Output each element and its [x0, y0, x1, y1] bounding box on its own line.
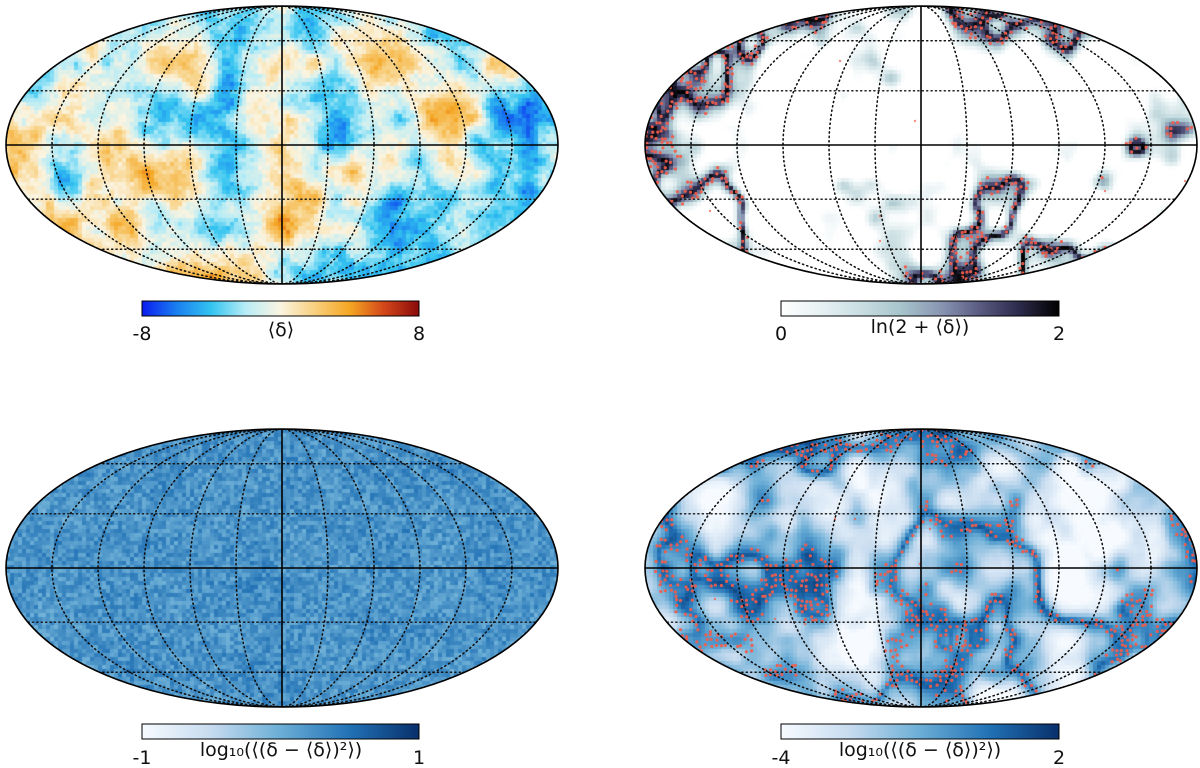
- mollweide-map: [644, 428, 1198, 708]
- colorbar-max-label: 1: [413, 747, 425, 768]
- colorbar-gradient: [141, 300, 420, 317]
- colorbar-label: ln(2 + ⟨δ⟩): [871, 316, 970, 338]
- colorbar-gradient: [780, 300, 1060, 317]
- colorbar-max-label: 2: [1053, 323, 1065, 345]
- colorbar-label: log₁₀(⟨(δ − ⟨δ⟩)²⟩): [839, 739, 1001, 761]
- colorbar-gradient: [780, 723, 1060, 740]
- mollweide-map: [5, 5, 559, 285]
- mollweide-map: [644, 5, 1198, 285]
- map-outline: [644, 428, 1198, 708]
- colorbar-max-label: 2: [1053, 747, 1065, 768]
- colorbar: [141, 300, 420, 317]
- colorbar-label: log₁₀(⟨(δ − ⟨δ⟩)²⟩): [200, 739, 362, 761]
- sky-map-mean-density: -8 8 ⟨δ⟩: [5, 5, 559, 345]
- sky-map-log-mean-density: 0 2 ln(2 + ⟨δ⟩): [644, 5, 1198, 345]
- colorbar-label: ⟨δ⟩: [268, 319, 294, 341]
- map-outline: [5, 428, 559, 708]
- colorbar-min-label: -4: [772, 747, 791, 768]
- colorbar-min-label: 0: [775, 323, 787, 345]
- colorbar: [780, 723, 1060, 740]
- colorbar-min-label: -8: [133, 323, 152, 345]
- colorbar: [780, 300, 1060, 317]
- map-outline: [5, 5, 559, 285]
- colorbar: [141, 723, 420, 740]
- sky-map-variance-noise: -1 1 log₁₀(⟨(δ − ⟨δ⟩)²⟩): [5, 428, 559, 768]
- colorbar-max-label: 8: [413, 323, 425, 345]
- graticule: [6, 429, 558, 707]
- map-outline: [644, 5, 1198, 285]
- mollweide-map: [5, 428, 559, 708]
- sky-map-variance-structure: -4 2 log₁₀(⟨(δ − ⟨δ⟩)²⟩): [644, 428, 1198, 768]
- colorbar-min-label: -1: [133, 747, 152, 768]
- colorbar-gradient: [141, 723, 420, 740]
